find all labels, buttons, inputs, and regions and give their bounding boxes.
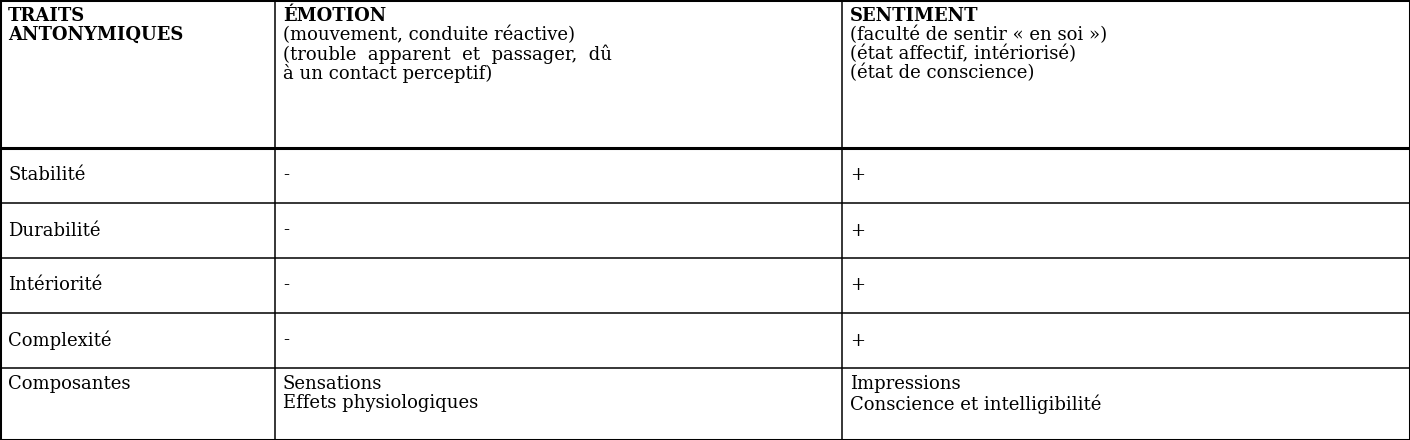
Text: Sensations: Sensations [283,375,382,393]
Text: +: + [850,276,864,294]
Text: +: + [850,331,864,349]
Text: ÉMOTION: ÉMOTION [283,7,386,25]
Text: TRAITS: TRAITS [8,7,85,25]
Text: -: - [283,166,289,184]
Text: Impressions: Impressions [850,375,960,393]
Text: -: - [283,276,289,294]
Text: Durabilité: Durabilité [8,221,100,239]
Text: +: + [850,221,864,239]
Text: (état affectif, intériorisé): (état affectif, intériorisé) [850,45,1076,63]
Text: Complexité: Complexité [8,331,111,350]
Text: à un contact perceptif): à un contact perceptif) [283,64,492,83]
Text: +: + [850,166,864,184]
Text: (trouble  apparent  et  passager,  dû: (trouble apparent et passager, dû [283,45,612,65]
Text: (état de conscience): (état de conscience) [850,64,1034,82]
Text: Conscience et intelligibilité: Conscience et intelligibilité [850,394,1101,414]
Text: SENTIMENT: SENTIMENT [850,7,979,25]
Text: (mouvement, conduite réactive): (mouvement, conduite réactive) [283,26,575,44]
Text: Effets physiologiques: Effets physiologiques [283,394,478,412]
Text: ANTONYMIQUES: ANTONYMIQUES [8,26,183,44]
Text: Stabilité: Stabilité [8,166,86,184]
Text: Composantes: Composantes [8,375,131,393]
Text: -: - [283,221,289,239]
Text: -: - [283,331,289,349]
Text: Intériorité: Intériorité [8,276,103,294]
Text: (faculté de sentir « en soi »): (faculté de sentir « en soi ») [850,26,1107,44]
